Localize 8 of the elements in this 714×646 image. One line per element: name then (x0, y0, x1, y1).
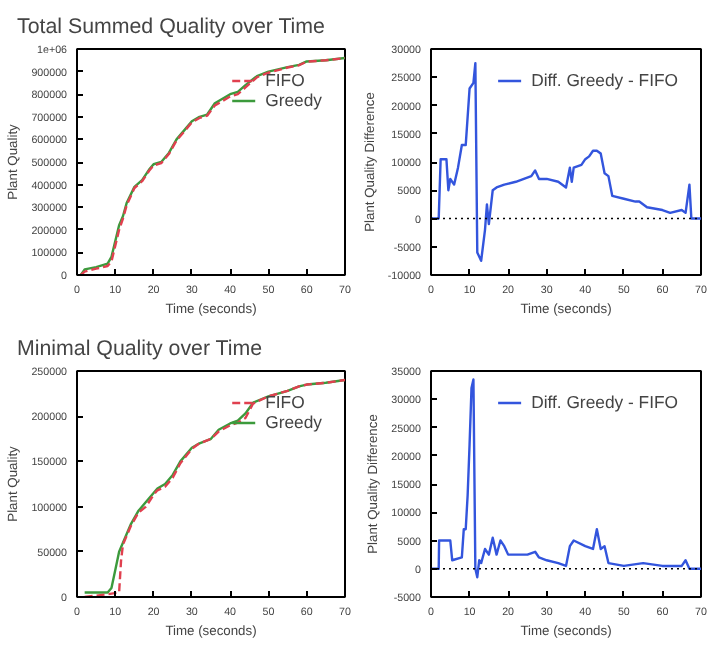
legend-label: Diff. Greedy - FIFO (531, 392, 678, 412)
legend-label: Greedy (265, 90, 322, 110)
legend-label: FIFO (265, 70, 306, 90)
chart-title: Minimal Quality over Time (17, 337, 263, 361)
legend-label: Diff. Greedy - FIFO (531, 70, 678, 90)
legend-label: Greedy (265, 412, 322, 432)
legend-label: FIFO (265, 392, 306, 412)
chart-title: Total Summed Quality over Time (17, 15, 326, 39)
